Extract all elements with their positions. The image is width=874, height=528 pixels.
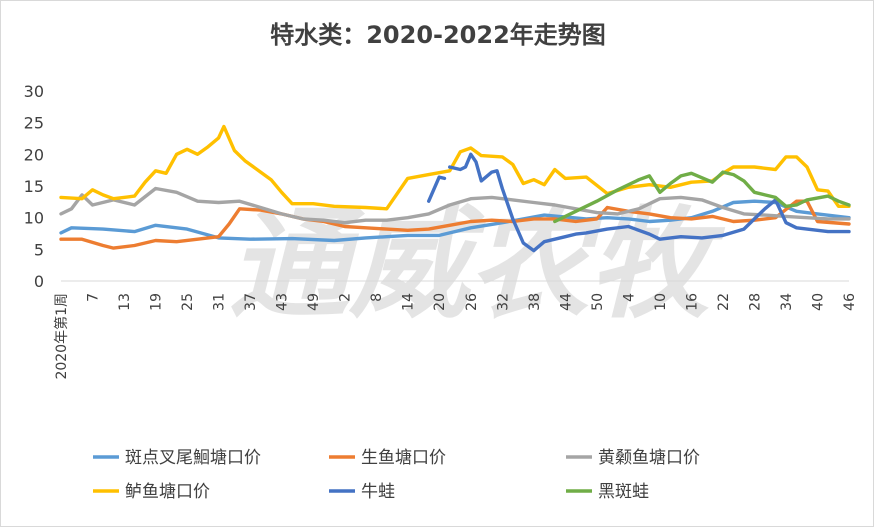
y-tick-label: 10	[24, 209, 44, 228]
x-tick-label: 25	[180, 293, 196, 311]
x-tick-label: 44	[558, 293, 574, 311]
x-tick-label: 7	[86, 293, 102, 302]
x-tick-label: 13	[117, 293, 133, 311]
x-tick-label: 43	[275, 293, 291, 311]
x-tick-label: 20	[432, 293, 448, 311]
x-tick-label: 19	[149, 293, 165, 311]
y-tick-label: 25	[24, 114, 44, 133]
y-tick-label: 30	[24, 82, 44, 101]
x-tick-label: 46	[842, 293, 858, 311]
x-tick-label: 2	[338, 293, 354, 302]
y-tick-label: 0	[34, 272, 44, 291]
x-tick-label: 26	[464, 293, 480, 311]
x-tick-label: 50	[590, 293, 606, 311]
x-tick-label: 22	[716, 293, 732, 311]
y-tick-label: 15	[24, 177, 44, 196]
x-tick-label: 49	[306, 293, 322, 311]
x-tick-label: 32	[495, 293, 511, 311]
chart-title: 特水类：2020-2022年走势图	[270, 21, 606, 49]
y-tick-label: 20	[24, 145, 44, 164]
x-tick-label: 8	[369, 293, 385, 302]
x-tick-label: 38	[527, 293, 543, 311]
x-tick-label: 10	[653, 293, 669, 311]
legend-label: 生鱼塘口价	[361, 448, 446, 468]
x-tick-label: 2020年第1周	[53, 293, 70, 380]
x-tick-label: 40	[810, 293, 826, 311]
series-lines	[61, 127, 849, 251]
x-tick-label: 4	[621, 293, 637, 302]
legend-label: 黄颡鱼塘口价	[598, 448, 700, 468]
watermark-text: 通威农牧	[229, 196, 726, 335]
x-tick-label: 14	[401, 293, 417, 311]
x-tick-label: 28	[747, 293, 763, 311]
legend-label: 鲈鱼塘口价	[125, 482, 210, 502]
legend-label: 斑点叉尾鮰塘口价	[125, 448, 261, 468]
legend-label: 黑斑蛙	[598, 482, 649, 502]
legend-label: 牛蛙	[361, 482, 395, 502]
x-tick-label: 34	[779, 293, 795, 311]
x-tick-label: 37	[243, 293, 259, 311]
x-tick-label: 31	[212, 293, 228, 311]
x-tick-label: 16	[684, 293, 700, 311]
y-tick-label: 5	[34, 240, 44, 259]
